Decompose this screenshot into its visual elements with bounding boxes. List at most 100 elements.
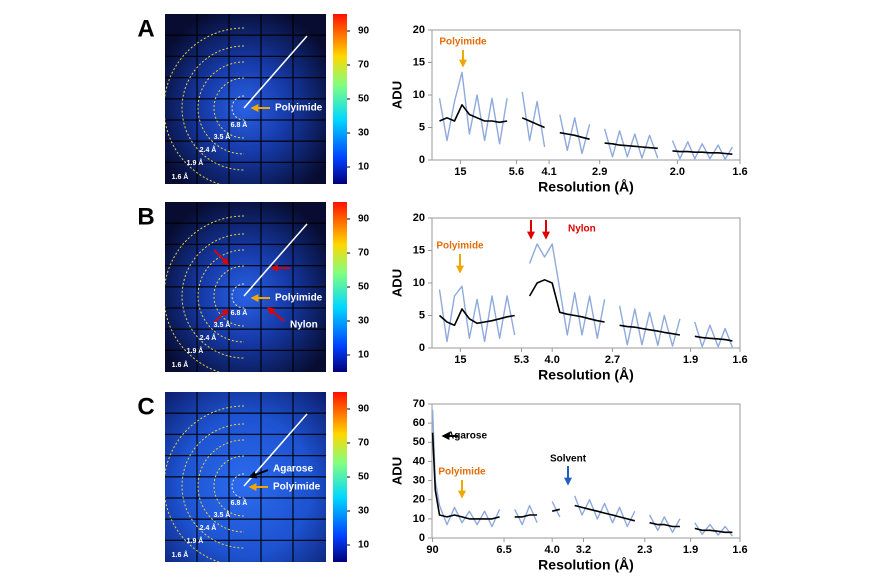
y-tick-label: 15 [413,56,425,68]
x-tick-label: 3.2 [576,544,591,556]
y-tick-label: 50 [413,436,425,448]
y-axis-title: ADU [389,269,404,297]
colorbar [333,14,347,184]
beam-line [243,223,308,297]
x-tick-label: 15 [454,166,466,178]
arrow [213,309,230,323]
chart-annotation: Nylon [568,224,596,235]
y-tick-label: 20 [413,212,425,224]
y-tick-label: 10 [413,277,425,289]
resolution-ring [197,439,245,533]
y-axis-title: ADU [389,81,404,109]
x-tick-label: 4.1 [541,166,556,178]
y-axis-title: ADU [389,457,404,485]
resolution-ring [213,77,245,139]
x-tick-label: 1.6 [732,166,747,178]
resolution-ring [181,45,245,171]
x-tick-label: 6.5 [496,544,511,556]
y-tick-label: 70 [413,398,425,410]
x-tick-label: 1.6 [732,354,747,366]
ring-label: 1.9 Å [187,346,204,355]
image-annotation: Agarose [273,464,313,475]
y-tick-label: 5 [419,121,425,133]
colorbar-tick-label: 30 [358,316,370,327]
resolution-ring [165,215,245,372]
ring-label: 2.4 Å [200,333,217,342]
x-tick-label: 90 [426,544,438,556]
resolution-ring [231,473,245,499]
colorbar [333,392,347,562]
resolution-ring [231,283,245,309]
x-tick-label: 15 [454,354,466,366]
detector-image [165,14,326,184]
y-tick-label: 0 [419,342,425,354]
resolution-ring [181,423,245,549]
y-tick-label: 20 [413,494,425,506]
beam-line [243,35,308,109]
resolution-ring [213,265,245,327]
colorbar-tick-label: 50 [358,94,370,105]
detector-image [165,202,326,372]
ring-label: 6.8 Å [231,498,248,507]
colorbar-tick-label: 90 [358,214,370,225]
ring-label: 1.9 Å [187,536,204,545]
arrow [213,249,230,266]
panel-label: B [137,203,154,230]
chart-annotation: Solvent [550,454,587,465]
arrow [248,469,269,479]
x-tick-label: 1.9 [683,544,698,556]
x-tick-label: 2.0 [670,166,685,178]
resolution-ring [213,455,245,517]
ring-label: 3.5 Å [214,320,231,329]
y-tick-label: 20 [413,24,425,36]
data-line [439,104,733,155]
chart-annotation: Agarose [447,431,487,442]
plot-frame [431,217,741,349]
x-axis-title: Resolution (Å) [538,179,634,195]
colorbar [333,202,347,372]
y-tick-label: 0 [419,154,425,166]
data-line [431,432,733,534]
y-tick-label: 40 [413,455,425,467]
y-tick-label: 5 [419,309,425,321]
colorbar-tick-label: 90 [358,26,370,37]
y-tick-label: 15 [413,244,425,256]
image-annotation: Polyimide [273,482,321,493]
ring-label: 1.6 Å [172,360,189,369]
ring-label: 6.8 Å [231,308,248,317]
image-annotation: Nylon [290,320,318,331]
panel-label: C [137,393,154,420]
colorbar-tick-label: 10 [358,162,370,173]
colorbar-tick-label: 30 [358,506,370,517]
x-tick-label: 1.9 [683,354,698,366]
x-tick-label: 5.3 [514,354,529,366]
chart-annotation: Polyimide [439,37,487,48]
colorbar-tick-label: 70 [358,248,370,259]
data-line [438,71,734,160]
x-tick-label: 4.0 [545,544,560,556]
colorbar-tick-label: 50 [358,472,370,483]
arrow [266,306,285,322]
x-tick-label: 2.3 [637,544,652,556]
resolution-ring [197,249,245,343]
resolution-ring [165,27,245,184]
ring-label: 6.8 Å [231,120,248,129]
y-tick-label: 10 [413,513,425,525]
x-tick-label: 4.0 [545,354,560,366]
chart-annotation: Polyimide [438,467,486,478]
data-line [431,409,733,537]
colorbar-tick-label: 90 [358,404,370,415]
x-tick-label: 2.7 [605,354,620,366]
y-tick-label: 60 [413,417,425,429]
x-tick-label: 1.6 [732,544,747,556]
x-tick-label: 5.6 [509,166,524,178]
colorbar-tick-label: 30 [358,128,370,139]
ring-label: 2.4 Å [200,145,217,154]
x-tick-label: 2.9 [592,166,607,178]
x-axis-title: Resolution (Å) [538,367,634,383]
resolution-ring [231,95,245,121]
colorbar-tick-label: 50 [358,282,370,293]
ring-label: 1.6 Å [172,172,189,181]
y-tick-label: 30 [413,474,425,486]
